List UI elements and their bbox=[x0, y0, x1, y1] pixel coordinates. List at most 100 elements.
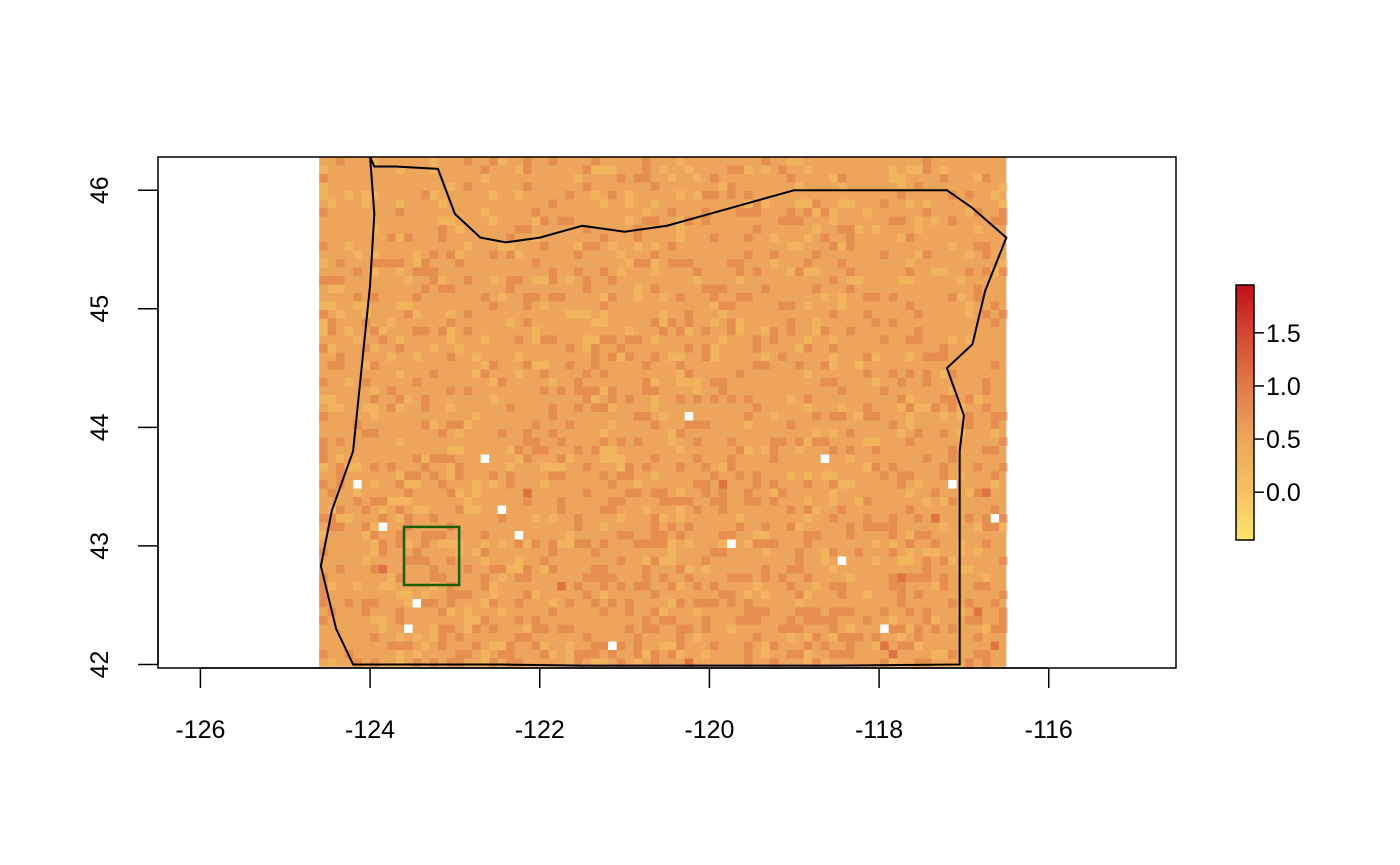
raster-cell bbox=[370, 616, 379, 625]
raster-cell bbox=[905, 412, 915, 421]
raster-cell bbox=[829, 488, 838, 497]
raster-cell bbox=[336, 352, 345, 361]
raster-cell bbox=[897, 182, 906, 191]
raster-cell bbox=[965, 208, 974, 217]
raster-cell bbox=[803, 641, 813, 650]
raster-cell bbox=[829, 174, 838, 183]
raster-cell bbox=[455, 633, 464, 642]
raster-cell bbox=[404, 488, 413, 497]
raster-cell bbox=[489, 301, 498, 310]
raster-cell bbox=[506, 403, 515, 412]
raster-cell bbox=[829, 633, 838, 642]
raster-cell bbox=[956, 293, 966, 302]
raster-cell bbox=[489, 361, 498, 370]
raster-cell bbox=[395, 471, 405, 480]
raster-cell bbox=[455, 505, 464, 514]
raster-cell bbox=[514, 633, 524, 642]
raster-cell bbox=[548, 514, 558, 523]
raster-cell bbox=[659, 531, 668, 540]
raster-cell bbox=[812, 616, 821, 625]
raster-cell bbox=[404, 276, 413, 285]
raster-cell bbox=[540, 565, 549, 574]
raster-cell bbox=[514, 565, 524, 574]
raster-cell bbox=[480, 582, 490, 591]
raster-cell bbox=[973, 463, 983, 472]
raster-cell bbox=[710, 284, 719, 293]
raster-cell bbox=[667, 522, 677, 531]
raster-cell bbox=[803, 505, 813, 514]
raster-cell bbox=[990, 624, 1000, 633]
raster-cell bbox=[922, 573, 932, 582]
raster-cell bbox=[599, 429, 609, 438]
raster-cell bbox=[412, 505, 422, 514]
raster-cell bbox=[599, 582, 609, 591]
raster-cell bbox=[438, 276, 447, 285]
raster-cell bbox=[480, 658, 490, 667]
raster-cell bbox=[531, 437, 541, 446]
raster-cell bbox=[608, 293, 617, 302]
raster-cell bbox=[786, 174, 796, 183]
raster-cell bbox=[344, 599, 354, 608]
raster-cell bbox=[378, 522, 388, 531]
raster-cell bbox=[837, 259, 847, 268]
raster-cell bbox=[837, 590, 847, 599]
raster-cell bbox=[650, 624, 660, 633]
raster-cell bbox=[557, 624, 566, 633]
raster-cell bbox=[421, 259, 430, 268]
raster-cell bbox=[523, 182, 532, 191]
raster-cell bbox=[701, 327, 711, 336]
raster-cell bbox=[574, 514, 583, 523]
raster-cell bbox=[684, 624, 694, 633]
raster-cell bbox=[684, 412, 694, 421]
raster-cell bbox=[667, 556, 677, 565]
raster-cell bbox=[982, 514, 991, 523]
raster-cell bbox=[914, 480, 923, 489]
raster-cell bbox=[999, 412, 1008, 421]
raster-cell bbox=[582, 650, 592, 659]
raster-cell bbox=[676, 225, 685, 234]
raster-cell bbox=[633, 242, 643, 251]
raster-cell bbox=[684, 216, 694, 225]
raster-cell bbox=[897, 403, 906, 412]
raster-cell bbox=[803, 301, 813, 310]
raster-cell bbox=[319, 616, 328, 625]
raster-cell bbox=[429, 514, 439, 523]
raster-cell bbox=[676, 446, 685, 455]
raster-cell bbox=[370, 344, 379, 353]
raster-cell bbox=[506, 276, 515, 285]
raster-cell bbox=[718, 386, 728, 395]
raster-cell bbox=[931, 488, 940, 497]
raster-cell bbox=[888, 624, 898, 633]
raster-cell bbox=[463, 276, 473, 285]
raster-cell bbox=[727, 191, 736, 200]
raster-cell bbox=[574, 242, 583, 251]
raster-cell bbox=[497, 565, 507, 574]
raster-cell bbox=[429, 369, 439, 378]
raster-cell bbox=[710, 352, 719, 361]
raster-cell bbox=[837, 412, 847, 421]
raster-cell bbox=[548, 412, 558, 421]
raster-cell bbox=[905, 488, 915, 497]
raster-cell bbox=[642, 386, 651, 395]
raster-cell bbox=[625, 335, 634, 344]
raster-cell bbox=[395, 531, 405, 540]
raster-cell bbox=[353, 267, 362, 276]
raster-cell bbox=[684, 497, 694, 506]
raster-cell bbox=[582, 633, 592, 642]
raster-cell bbox=[523, 497, 532, 506]
raster-cell bbox=[829, 335, 838, 344]
raster-cell bbox=[523, 573, 532, 582]
raster-cell bbox=[676, 233, 685, 242]
raster-cell bbox=[905, 403, 915, 412]
raster-cell bbox=[361, 531, 371, 540]
raster-cell bbox=[803, 497, 813, 506]
raster-cell bbox=[616, 352, 626, 361]
raster-cell bbox=[523, 318, 532, 327]
raster-cell bbox=[973, 633, 983, 642]
raster-cell bbox=[905, 573, 915, 582]
raster-cell bbox=[540, 463, 549, 472]
raster-cell bbox=[489, 276, 498, 285]
raster-cell bbox=[633, 488, 643, 497]
raster-cell bbox=[922, 607, 932, 616]
raster-cell bbox=[744, 446, 753, 455]
